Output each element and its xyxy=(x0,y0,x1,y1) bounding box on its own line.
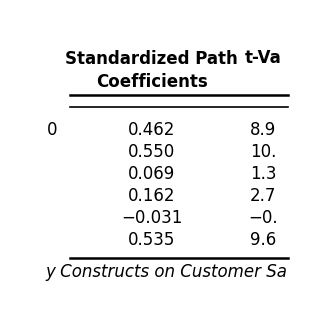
Text: 1.3: 1.3 xyxy=(250,165,276,183)
Text: −0.: −0. xyxy=(248,209,278,227)
Text: 0.162: 0.162 xyxy=(128,187,175,205)
Text: t-Va: t-Va xyxy=(245,49,282,67)
Text: 0.462: 0.462 xyxy=(128,121,175,139)
Text: 8.9: 8.9 xyxy=(250,121,276,139)
Text: 2.7: 2.7 xyxy=(250,187,276,205)
Text: y Constructs on Customer Sa: y Constructs on Customer Sa xyxy=(45,263,287,282)
Text: 0.535: 0.535 xyxy=(128,231,175,250)
Text: 0.550: 0.550 xyxy=(128,143,175,161)
Text: Standardized Path
Coefficients: Standardized Path Coefficients xyxy=(65,50,238,91)
Text: 9.6: 9.6 xyxy=(250,231,276,250)
Text: 10.: 10. xyxy=(250,143,276,161)
Text: 0: 0 xyxy=(47,121,58,139)
Text: −0.031: −0.031 xyxy=(121,209,182,227)
Text: 0.069: 0.069 xyxy=(128,165,175,183)
